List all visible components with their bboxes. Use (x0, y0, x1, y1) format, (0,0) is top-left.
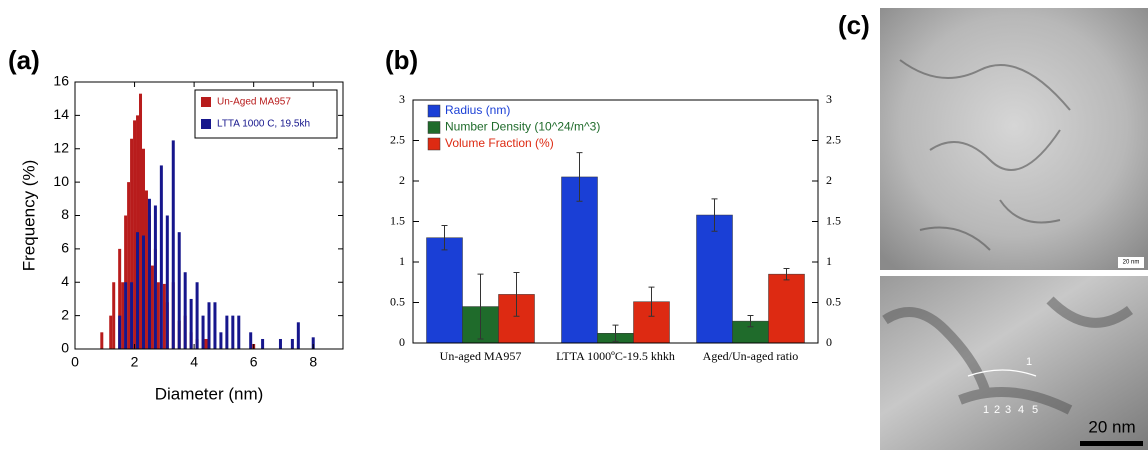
y2-tick-label: 0.5 (826, 294, 841, 308)
bar (160, 165, 163, 349)
bar (231, 316, 234, 349)
x-tick-label: 2 (131, 354, 139, 370)
bar (172, 140, 175, 349)
x-tick-label: Un-aged MA957 (440, 349, 522, 363)
y-tick-label: 4 (61, 273, 69, 289)
y-tick-label: 0.5 (390, 294, 405, 308)
figure: 1 1 2 3 4 5 20 nm 20 nm (c) (a) 0 2 4 6 8 0 2 4 6… (0, 0, 1148, 450)
x-tick-label: Aged/Un-aged ratio (703, 349, 799, 363)
point-label: 2 (994, 404, 1000, 416)
point-label: 4 (1018, 404, 1024, 416)
bar (112, 282, 115, 349)
bar (130, 282, 133, 349)
legend-label: Number Density (10^24/m^3) (445, 120, 600, 134)
legend-label: Un-Aged MA957 (217, 97, 291, 108)
legend-label: Volume Fraction (%) (445, 136, 554, 150)
y2-tick-label: 1 (826, 254, 832, 268)
y-tick-label: 2.5 (390, 132, 405, 146)
y-tick-label: 16 (53, 73, 69, 89)
bar (184, 272, 187, 349)
panel-label: (b) (385, 45, 418, 75)
bar (219, 332, 222, 349)
bar (145, 190, 148, 349)
bar (562, 177, 598, 343)
x-tick-label: 4 (190, 354, 198, 370)
y-tick-label: 0 (61, 340, 69, 356)
bar (133, 120, 136, 349)
bar (100, 332, 103, 349)
bar (202, 316, 205, 349)
y-tick-label: 3 (399, 92, 405, 106)
bar (109, 316, 112, 349)
y-tick-label: 0 (399, 335, 405, 349)
bar (261, 339, 264, 349)
bar (291, 339, 294, 349)
bar (166, 216, 169, 350)
scale-bar (1080, 441, 1143, 446)
bar (427, 238, 463, 343)
point-label: 5 (1032, 404, 1038, 416)
y-tick-label: 14 (53, 106, 69, 122)
panel-label: (c) (838, 10, 870, 40)
legend-swatch (201, 119, 211, 129)
y-axis-label: Frequency (%) (19, 160, 38, 271)
bar (205, 339, 208, 349)
bar (279, 339, 282, 349)
legend-swatch (428, 138, 440, 150)
bar (118, 316, 121, 349)
bar (190, 299, 193, 349)
line-label: 1 (1026, 356, 1032, 368)
scale-label: 20 nm (1123, 260, 1140, 266)
y2-tick-label: 2 (826, 173, 832, 187)
bar (154, 205, 157, 349)
bar (127, 182, 130, 349)
x-tick-label: LTTA 1000ºC-19.5 khkh (556, 349, 675, 363)
y-tick-label: 1 (399, 254, 405, 268)
legend-swatch (428, 105, 440, 117)
bar (249, 332, 252, 349)
point-label: 3 (1005, 404, 1011, 416)
bar (142, 236, 145, 349)
y2-tick-label: 0 (826, 335, 832, 349)
bar (157, 282, 160, 349)
y2-tick-label: 2.5 (826, 132, 841, 146)
x-axis-label: Diameter (nm) (155, 384, 264, 403)
bar (769, 274, 805, 343)
bar (124, 282, 127, 349)
bar (697, 215, 733, 343)
scale-label: 20 nm (1088, 417, 1135, 436)
y-tick-label: 2 (61, 306, 69, 322)
y-tick-label: 6 (61, 240, 69, 256)
bar (225, 316, 228, 349)
legend-swatch (428, 122, 440, 134)
y2-tick-label: 1.5 (826, 213, 841, 227)
bar (297, 322, 300, 349)
bar (237, 316, 240, 349)
bar (139, 94, 142, 349)
bar (151, 266, 154, 349)
bar (213, 302, 216, 349)
legend-label: LTTA 1000 C, 19.5kh (217, 119, 310, 130)
bar (208, 302, 211, 349)
bar (148, 199, 151, 349)
y-tick-label: 2 (399, 173, 405, 187)
y-tick-label: 1.5 (390, 213, 405, 227)
legend-swatch (201, 97, 211, 107)
y-tick-label: 12 (53, 139, 69, 155)
panel-label: (a) (8, 45, 40, 75)
y-tick-label: 8 (61, 206, 69, 222)
point-label: 1 (983, 404, 989, 416)
x-tick-label: 6 (250, 354, 258, 370)
bar (196, 282, 199, 349)
bar (178, 232, 181, 349)
bar (136, 232, 139, 349)
bar (163, 284, 166, 349)
y-tick-label: 10 (53, 173, 69, 189)
legend-label: Radius (nm) (445, 103, 510, 117)
y2-tick-label: 3 (826, 92, 832, 106)
x-tick-label: 0 (71, 354, 79, 370)
bar (121, 282, 124, 349)
x-tick-label: 8 (309, 354, 317, 370)
